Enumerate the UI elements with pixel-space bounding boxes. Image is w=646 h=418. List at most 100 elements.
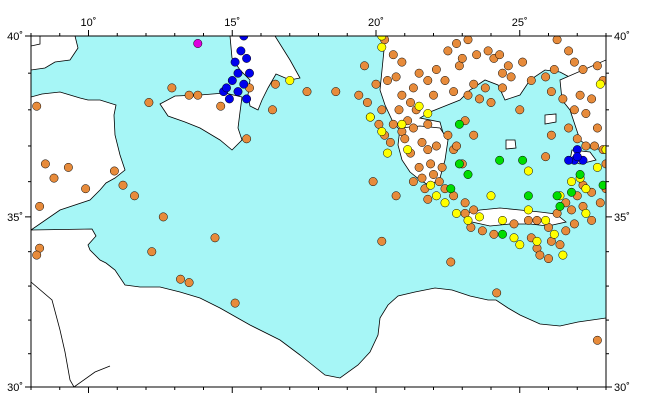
earthquake-marker (423, 145, 433, 155)
lon-tick-label-top: 25˚ (512, 17, 528, 29)
earthquake-marker (233, 87, 243, 97)
earthquake-marker (285, 76, 295, 85)
earthquake-marker (227, 76, 237, 85)
earthquake-marker (463, 36, 473, 45)
earthquake-marker (581, 109, 591, 118)
earthquake-marker (555, 201, 565, 211)
earthquake-marker (184, 90, 194, 100)
earthquake-marker (592, 61, 602, 71)
earthquake-marker (158, 212, 168, 222)
earthquake-marker (452, 39, 461, 48)
earthquake-marker (552, 36, 562, 45)
earthquake-marker (35, 201, 45, 211)
earthquake-marker (495, 50, 505, 60)
earthquake-marker (440, 76, 450, 85)
earthquake-marker (567, 205, 576, 215)
earthquake-marker (130, 191, 139, 201)
earthquake-marker (472, 50, 482, 60)
earthquake-marker (515, 240, 525, 250)
earthquake-marker (535, 250, 545, 260)
lat-tick-label-right: 30˚ (614, 382, 630, 394)
earthquake-marker (498, 215, 507, 225)
earthquake-marker (242, 94, 252, 104)
earthquake-marker (440, 198, 450, 208)
earthquake-marker (598, 180, 606, 190)
earthquake-marker (509, 219, 519, 229)
earthquake-marker (63, 162, 73, 172)
earthquake-marker (475, 212, 484, 222)
earthquake-marker (558, 94, 568, 104)
earthquake-marker (452, 208, 461, 218)
earthquake-marker (567, 187, 576, 197)
earthquake-marker (572, 134, 582, 144)
earthquake-marker (176, 274, 185, 284)
earthquake-marker (383, 148, 392, 158)
earthquake-marker (569, 57, 579, 67)
earthquake-marker (423, 194, 433, 204)
earthquake-marker (32, 250, 42, 260)
earthquake-marker (518, 57, 528, 67)
earthquake-marker (408, 177, 418, 187)
earthquake-marker (592, 335, 602, 345)
earthquake-marker (558, 250, 568, 260)
earthquake-marker (595, 198, 605, 208)
earthquake-marker (477, 226, 487, 236)
earthquake-marker (587, 94, 597, 104)
earthquake-marker (480, 83, 490, 93)
lon-tick-label-top: 15˚ (224, 17, 240, 29)
earthquake-marker (498, 229, 507, 239)
libya-tunisia-border (31, 281, 75, 387)
earthquake-marker (429, 90, 438, 100)
earthquake-marker (506, 72, 516, 82)
earthquake-marker (109, 166, 119, 176)
earthquake-marker (495, 155, 505, 165)
earthquake-marker (544, 254, 553, 264)
earthquake-marker (222, 83, 231, 93)
earthquake-marker (469, 205, 479, 215)
earthquake-marker (564, 123, 574, 133)
earthquake-marker (423, 119, 433, 129)
earthquake-marker (408, 83, 418, 93)
earthquake-marker (239, 79, 249, 89)
earthquake-marker (193, 90, 203, 100)
aegean-island (505, 139, 517, 150)
earthquake-marker (388, 119, 398, 129)
earthquake-marker (144, 98, 154, 107)
earthquake-marker (360, 61, 369, 71)
earthquake-marker (268, 105, 277, 115)
earthquake-marker (572, 152, 582, 162)
earthquake-marker (417, 137, 427, 147)
earthquake-marker (377, 236, 387, 246)
earthquake-marker (498, 68, 507, 78)
earthquake-marker (587, 215, 597, 225)
earthquake-marker (503, 61, 513, 71)
earthquake-marker (270, 79, 280, 89)
earthquake-marker (575, 170, 585, 179)
earthquake-marker (549, 65, 559, 74)
earthquake-marker (118, 180, 128, 190)
earthquake-marker (167, 83, 177, 93)
earthquake-marker (239, 36, 249, 41)
earthquake-marker (469, 79, 479, 89)
earthquake-marker (541, 215, 551, 225)
earthquake-marker (331, 87, 341, 97)
earthquake-marker (403, 145, 413, 155)
earthquake-marker (443, 130, 453, 140)
earthquake-marker (523, 215, 533, 225)
earthquake-marker (391, 191, 401, 201)
earthquake-marker (595, 79, 605, 89)
lat-tick-label-right: 40˚ (614, 31, 630, 43)
earthquake-marker (431, 65, 441, 74)
libya-tunisia-border-coast (73, 365, 111, 387)
tunisia-cape (31, 36, 79, 71)
earthquake-marker (362, 98, 372, 107)
earthquake-marker (414, 101, 424, 111)
earthquake-marker (385, 137, 395, 147)
earthquake-marker (546, 130, 556, 140)
earthquake-marker (394, 105, 404, 115)
axis-ticks: 10˚ 15˚ 20˚ 25˚ 30˚ 30˚ 35˚ 35˚ 40˚ 40˚ (7, 17, 630, 394)
earthquake-marker (555, 240, 565, 250)
lat-tick-label-left: 30˚ (7, 382, 23, 394)
earthquake-marker (210, 233, 220, 243)
